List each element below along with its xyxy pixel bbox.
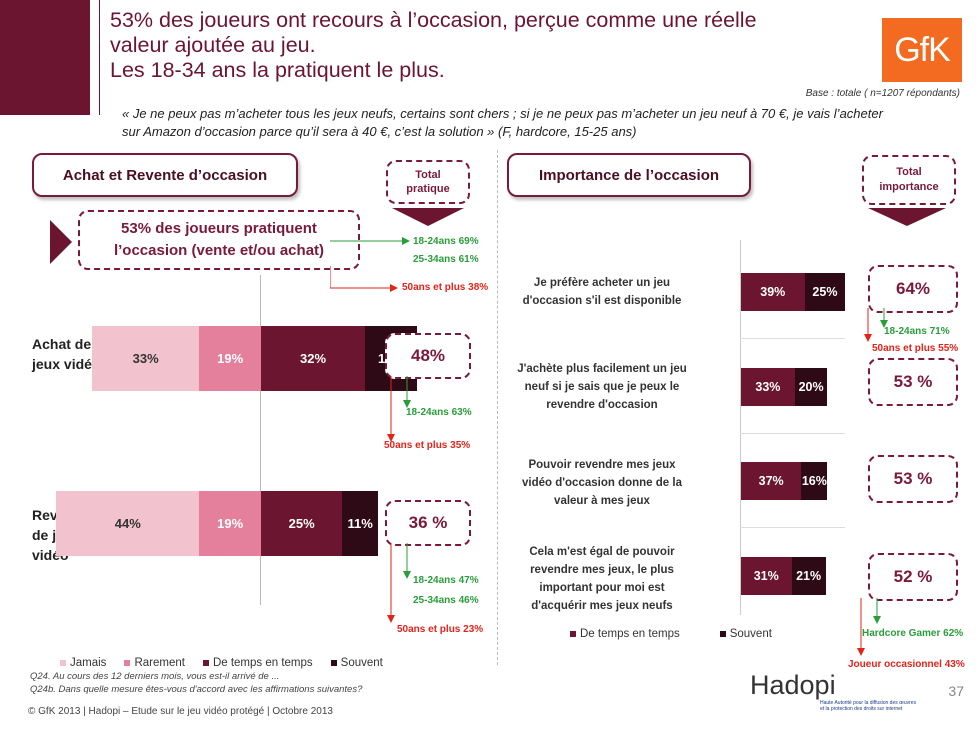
right-bar-3-de-temps-en-temps: 31% (741, 557, 793, 595)
legend-temps: De temps en temps (202, 657, 313, 669)
revente-note-50plus: 50ans et plus 23% (397, 624, 484, 635)
left-legend: Jamais Rarement De temps en temps Souven… (60, 657, 383, 669)
right-bar-2-souvent: 16% (801, 462, 829, 500)
left-bar-1-souvent: 11% (342, 491, 378, 556)
total-importance-arrow (868, 208, 946, 226)
quote-line-2: sur Amazon d’occasion parce qu’il sera à… (122, 124, 637, 139)
copyright: © GfK 2013 | Hadopi – Etude sur le jeu v… (28, 706, 333, 717)
hadopi-tagline: Haute Autorité pour la diffusion des œuv… (820, 700, 917, 712)
highlight-arrow-icon (50, 220, 72, 264)
achat-total: 48% (385, 333, 471, 379)
hadopi-logo: Hadopi (750, 670, 836, 700)
quote: « Je ne peux pas m’acheter tous les jeux… (122, 105, 952, 141)
base-note: Base : totale ( n=1207 répondants) (805, 88, 960, 99)
legend-rarement: Rarement (124, 657, 185, 669)
legend-jamais: Jamais (60, 657, 106, 669)
row-label-revente: Revente de jeux vidéo (32, 507, 87, 563)
right-sep-1 (740, 338, 845, 339)
revente-note-18-24: 18-24ans 47% (413, 575, 479, 586)
legend-r-temps: De temps en temps (570, 628, 680, 640)
total-pratique-label: Total pratique (386, 160, 470, 204)
legend-souvent: Souvent (330, 657, 383, 669)
legend-temps-swatch (202, 660, 209, 666)
right-bar-3-souvent: 21% (791, 557, 827, 595)
left-bar-1-de-temps-en-temps: 25% (261, 491, 343, 556)
legend-souvent-swatch (330, 660, 337, 666)
statement-2: J'achète plus facilement un jeu neuf si … (517, 363, 687, 411)
right-heading: Importance de l’occasion (507, 153, 751, 197)
right-bar-0-de-temps-en-temps: 39% (741, 273, 806, 311)
stmt1-note-18-24: 18-24ans 71% (884, 326, 950, 337)
achat-note-18-24: 18-24ans 63% (406, 407, 472, 418)
statement-4: Cela m'est égal de pouvoir revendre mes … (529, 546, 675, 612)
achat-note-arrows (387, 376, 411, 442)
hl-note-25-34: 25-34ans 61% (413, 254, 479, 265)
stmt1-total: 64% (868, 265, 958, 313)
stmt4-total: 52 % (868, 553, 958, 601)
title-line-2: valeur ajoutée au jeu. (110, 33, 316, 57)
left-bar-0-rarement: 19% (199, 326, 261, 391)
page-number: 37 (948, 683, 964, 699)
left-bar-0-de-temps-en-temps: 32% (261, 326, 365, 391)
revente-note-arrows (387, 543, 411, 623)
highlight-note-arrows (330, 237, 410, 292)
hl-note-18-24: 18-24ans 69% (413, 236, 479, 247)
stmt1-note-50plus: 50ans et plus 55% (872, 343, 959, 354)
right-legend: De temps en temps Souvent (570, 628, 772, 640)
total-pratique-arrow (392, 208, 464, 226)
page-title: 53% des joueurs ont recours à l’occasion… (110, 8, 830, 83)
stmt1-note-arrows (864, 308, 888, 342)
left-axis (260, 275, 261, 605)
title-line-3: Les 18-34 ans la pratiquent le plus. (110, 58, 445, 82)
title-line-1: 53% des joueurs ont recours à l’occasion… (110, 8, 757, 32)
left-bar-1-rarement: 19% (199, 491, 261, 556)
stmt2-total: 53 % (868, 358, 958, 406)
legend-jamais-swatch (60, 660, 66, 666)
stmt3-total: 53 % (868, 455, 958, 503)
statement-3: Pouvoir revendre mes jeux vidéo d'occasi… (522, 459, 682, 507)
right-sep-3 (740, 527, 845, 528)
revente-note-25-34: 25-34ans 46% (413, 595, 479, 606)
right-bar-1-de-temps-en-temps: 33% (741, 368, 796, 406)
hl-note-50plus: 50ans et plus 38% (402, 282, 489, 293)
achat-note-50plus: 50ans et plus 35% (384, 440, 471, 451)
stmt4-note-occasionnel: Joueur occasionnel 43% (848, 659, 965, 670)
total-importance-label: Total importance (862, 155, 956, 205)
footnote-q24b: Q24b. Dans quelle mesure êtes-vous d'acc… (30, 684, 363, 695)
footnote-q24: Q24. Au cours des 12 derniers mois, vous… (30, 671, 280, 682)
header-divider (99, 0, 100, 115)
header-accent-block (0, 0, 90, 115)
quote-line-1: « Je ne peux pas m’acheter tous les jeux… (122, 106, 883, 121)
row-label-achat: Achat de jeux vidéo (32, 336, 101, 372)
stmt4-note-hardcore: Hardcore Gamer 62% (862, 628, 964, 639)
left-heading: Achat et Revente d’occasion (32, 153, 298, 197)
statement-1: Je préfère acheter un jeu d'occasion s'i… (522, 277, 682, 307)
left-bar-0-jamais: 33% (92, 326, 200, 391)
legend-rarement-swatch (124, 660, 131, 666)
legend-r-souvent: Souvent (719, 628, 772, 640)
legend-r-temps-swatch (570, 631, 576, 637)
right-axis (740, 240, 741, 615)
stmt4-note-arrows (857, 598, 881, 656)
revente-total: 36 % (385, 500, 471, 546)
highlight-box: 53% des joueurs pratiquent l’occasion (v… (78, 210, 360, 270)
right-sep-2 (740, 433, 845, 434)
gfk-logo: GfK (882, 18, 962, 82)
center-separator (497, 150, 498, 665)
right-bar-1-souvent: 20% (794, 368, 829, 406)
right-bar-0-souvent: 25% (804, 273, 847, 311)
footnote: Q24. Au cours des 12 derniers mois, vous… (30, 670, 362, 696)
right-bar-2-de-temps-en-temps: 37% (741, 462, 803, 500)
legend-r-souvent-swatch (719, 631, 726, 637)
